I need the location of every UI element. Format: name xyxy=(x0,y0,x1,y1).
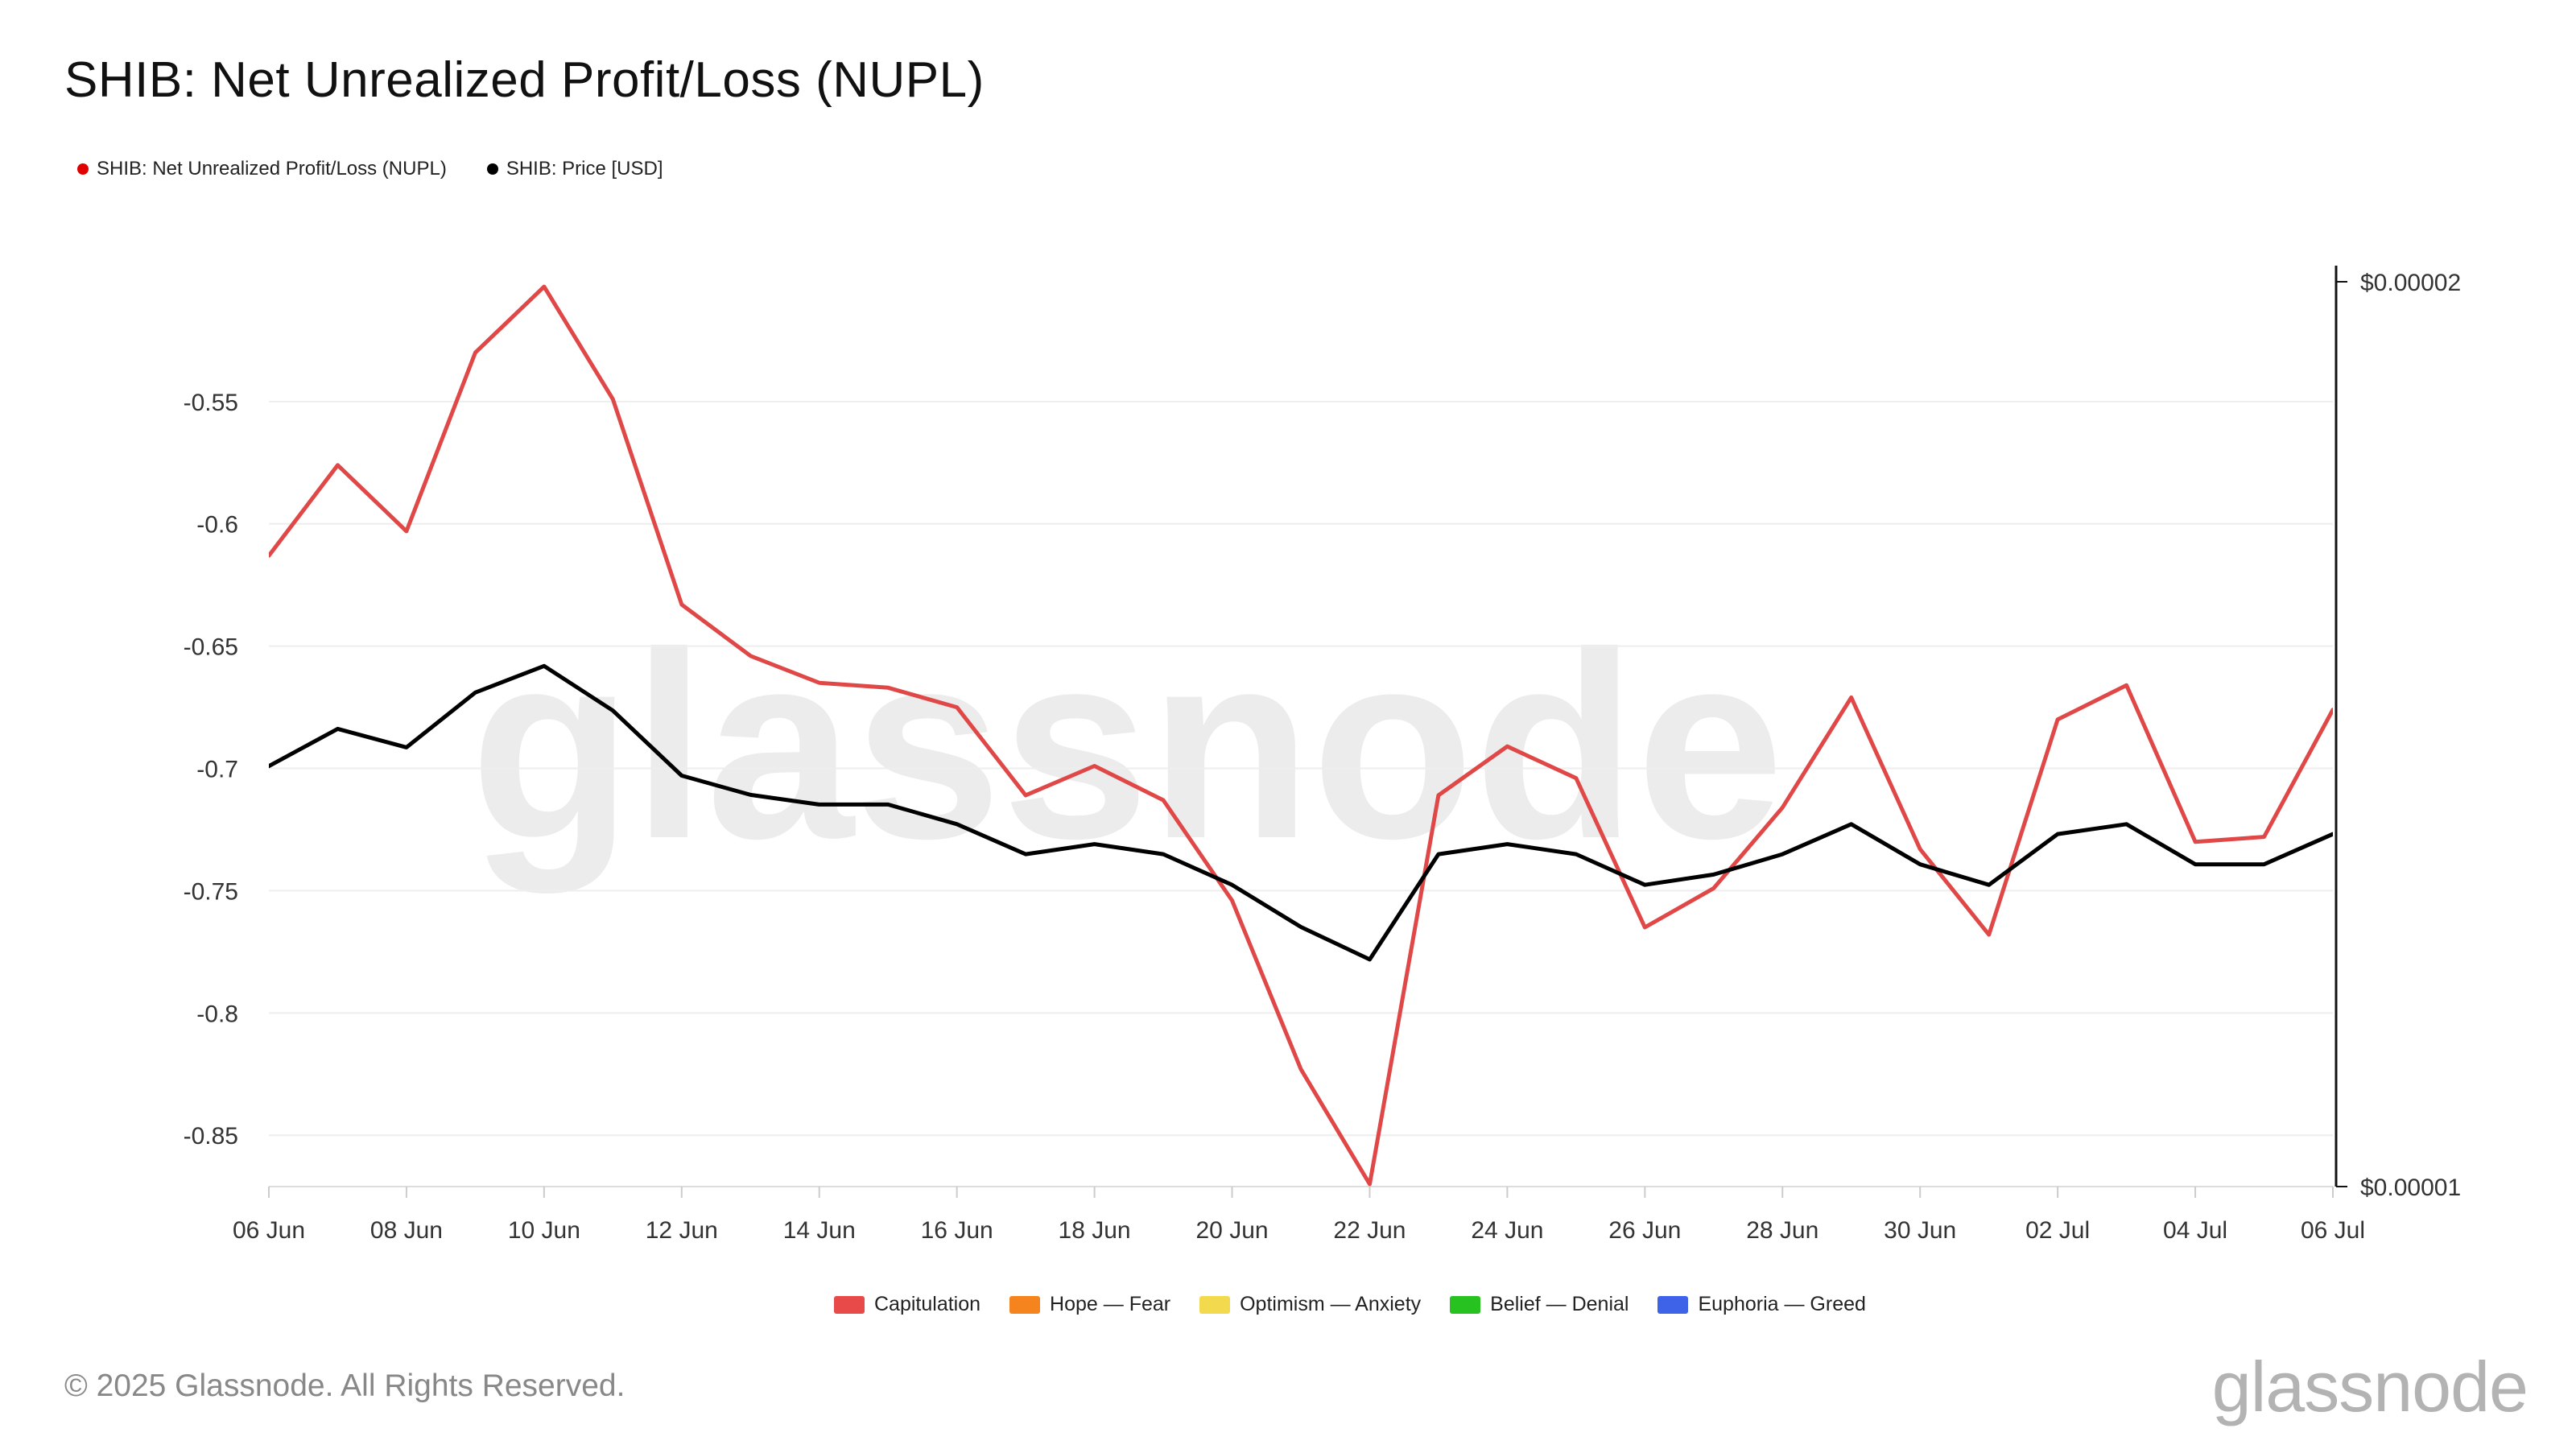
x-tick-label: 10 Jun xyxy=(508,1217,580,1244)
nupl-series-line xyxy=(269,284,2333,1187)
zone-belief-denial[interactable]: Belief — Denial xyxy=(1450,1293,1629,1316)
series-legend: SHIB: Net Unrealized Profit/Loss (NUPL) … xyxy=(77,158,663,180)
y-right-tick-label: $0.00002 xyxy=(2360,270,2461,296)
x-tick-label: 14 Jun xyxy=(783,1217,856,1244)
zone-optimism-anxiety[interactable]: Optimism — Anxiety xyxy=(1199,1293,1421,1316)
x-tick-label: 08 Jun xyxy=(370,1217,443,1244)
x-tick-label: 20 Jun xyxy=(1195,1217,1268,1244)
x-tick-label: 18 Jun xyxy=(1059,1217,1131,1244)
legend-item-nupl[interactable]: SHIB: Net Unrealized Profit/Loss (NUPL) xyxy=(77,158,447,180)
price-series-line xyxy=(269,663,2333,962)
y-left-tick-label: -0.7 xyxy=(196,757,238,783)
x-tick-label: 12 Jun xyxy=(646,1217,718,1244)
y-left-tick-label: -0.75 xyxy=(184,878,238,905)
zone-label-capitulation: Capitulation xyxy=(874,1293,981,1315)
x-tick-label: 28 Jun xyxy=(1746,1217,1818,1244)
y-left-tick-label: -0.6 xyxy=(196,512,238,539)
zone-swatch-capitulation xyxy=(834,1295,865,1314)
zone-label-belief-denial: Belief — Denial xyxy=(1490,1293,1629,1315)
zone-swatch-hope-fear xyxy=(1009,1295,1041,1314)
y-left-tick-label: -0.85 xyxy=(184,1123,238,1150)
chart-title: SHIB: Net Unrealized Profit/Loss (NUPL) xyxy=(64,52,985,108)
x-tick-label: 16 Jun xyxy=(921,1217,993,1244)
zone-swatch-optimism-anxiety xyxy=(1199,1295,1231,1314)
x-tick-label: 04 Jul xyxy=(2163,1217,2227,1244)
zone-label-optimism-anxiety: Optimism — Anxiety xyxy=(1240,1293,1422,1315)
x-tick-label: 06 Jun xyxy=(233,1217,305,1244)
glassnode-logo: glassnode xyxy=(2211,1347,2529,1426)
zone-label-euphoria-greed: Euphoria — Greed xyxy=(1698,1293,1866,1315)
zone-hope-fear[interactable]: Hope — Fear xyxy=(1009,1293,1170,1316)
zone-swatch-belief-denial xyxy=(1450,1295,1481,1314)
x-tick-label: 30 Jun xyxy=(1884,1217,1956,1244)
legend-dot-price xyxy=(486,163,498,175)
y-left-tick-label: -0.65 xyxy=(184,634,238,661)
y-right-tick-label: $0.00001 xyxy=(2360,1174,2461,1201)
x-tick-label: 02 Jul xyxy=(2025,1217,2090,1244)
legend-label-nupl: SHIB: Net Unrealized Profit/Loss (NUPL) xyxy=(97,158,447,180)
zone-legend: Capitulation Hope — Fear Optimism — Anxi… xyxy=(834,1293,1866,1316)
x-tick-label: 22 Jun xyxy=(1333,1217,1406,1244)
x-tick-label: 06 Jul xyxy=(2301,1217,2365,1244)
x-tick-label: 26 Jun xyxy=(1608,1217,1681,1244)
zone-label-hope-fear: Hope — Fear xyxy=(1050,1293,1171,1315)
legend-label-price: SHIB: Price [USD] xyxy=(506,158,663,180)
copyright-notice: © 2025 Glassnode. All Rights Reserved. xyxy=(64,1368,625,1403)
legend-dot-nupl xyxy=(77,163,89,175)
zone-euphoria-greed[interactable]: Euphoria — Greed xyxy=(1657,1293,1866,1316)
zone-capitulation[interactable]: Capitulation xyxy=(834,1293,980,1316)
y-left-tick-label: -0.8 xyxy=(196,1001,238,1027)
x-tick-label: 24 Jun xyxy=(1471,1217,1543,1244)
zone-swatch-euphoria-greed xyxy=(1657,1295,1689,1314)
legend-item-price[interactable]: SHIB: Price [USD] xyxy=(486,158,663,180)
y-left-tick-label: -0.55 xyxy=(184,390,238,416)
